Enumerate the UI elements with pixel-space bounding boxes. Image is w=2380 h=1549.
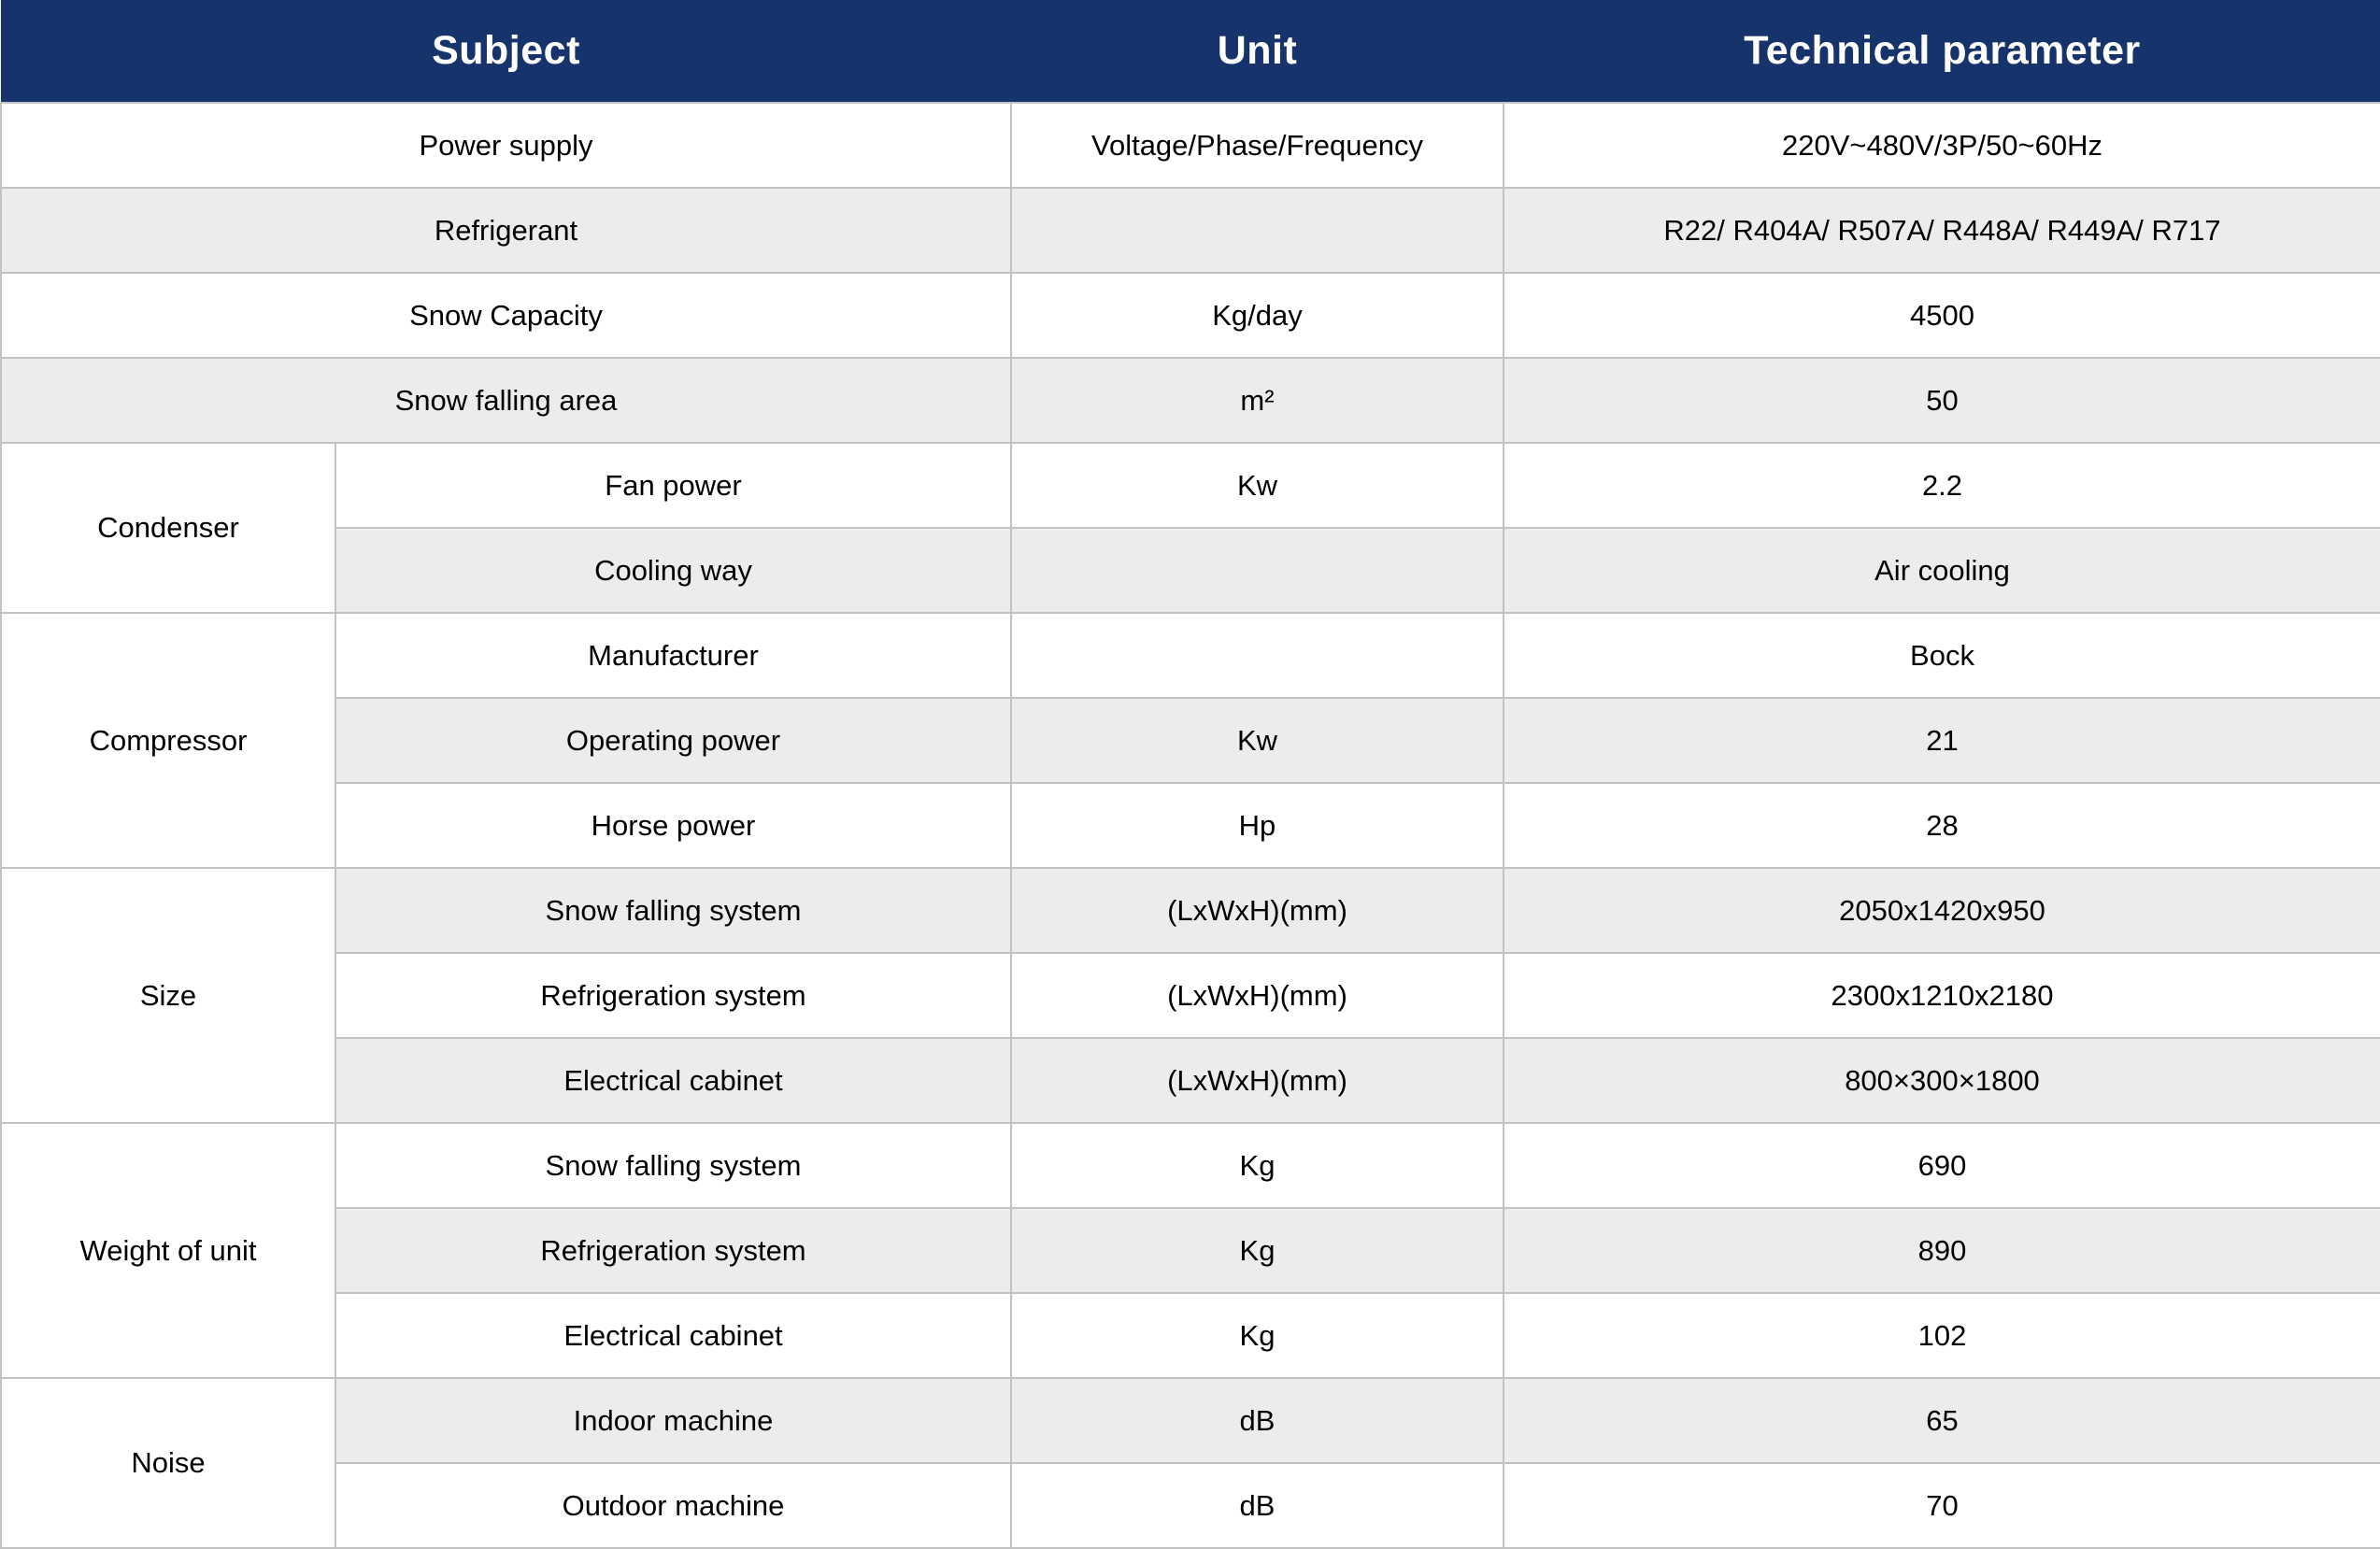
table-row: Horse power Hp 28	[1, 782, 2380, 869]
row-value: 50	[1503, 357, 2380, 444]
table-row: Snow falling area m² 50	[0, 357, 2380, 444]
table-row: Noise Indoor machine dB 65	[0, 1377, 2380, 1549]
row-label: Indoor machine	[335, 1377, 1012, 1464]
group-cell-size: Size	[0, 867, 336, 1124]
header-parameter: Technical parameter	[1504, 0, 2380, 104]
row-label: Electrical cabinet	[335, 1037, 1012, 1124]
row-value: R22/ R404A/ R507A/ R448A/ R449A/ R717	[1503, 187, 2380, 274]
header-subject: Subject	[1, 0, 1011, 104]
row-unit	[1010, 187, 1504, 274]
group-cell-condenser: Condenser	[0, 442, 336, 614]
row-label: Snow falling system	[335, 1122, 1012, 1209]
group-cell-noise: Noise	[0, 1377, 336, 1549]
row-label: Power supply	[0, 102, 1012, 189]
row-value: 220V~480V/3P/50~60Hz	[1503, 102, 2380, 189]
table-row: Refrigerant R22/ R404A/ R507A/ R448A/ R4…	[0, 187, 2380, 274]
row-value: 28	[1503, 782, 2380, 869]
row-label: Horse power	[335, 782, 1012, 869]
row-unit: dB	[1010, 1377, 1504, 1464]
header-unit: Unit	[1011, 0, 1504, 104]
table-row: Operating power Kw 21	[1, 697, 2380, 784]
row-label: Operating power	[335, 697, 1012, 784]
row-label: Electrical cabinet	[335, 1292, 1012, 1379]
row-value: 2.2	[1503, 442, 2380, 529]
row-label: Snow Capacity	[0, 272, 1012, 359]
table-row: Power supply Voltage/Phase/Frequency 220…	[0, 102, 2380, 189]
table-row: Refrigeration system (LxWxH)(mm) 2300x12…	[1, 952, 2380, 1039]
group-cell-weight: Weight of unit	[0, 1122, 336, 1379]
row-unit	[1010, 527, 1504, 614]
row-label: Snow falling area	[0, 357, 1012, 444]
row-unit: (LxWxH)(mm)	[1010, 1037, 1504, 1124]
table-row: Cooling way Air cooling	[1, 527, 2380, 614]
row-unit: Kw	[1010, 442, 1504, 529]
row-unit: (LxWxH)(mm)	[1010, 952, 1504, 1039]
table-row: Electrical cabinet Kg 102	[1, 1292, 2380, 1379]
row-label: Manufacturer	[335, 612, 1012, 699]
row-label: Outdoor machine	[335, 1462, 1012, 1549]
row-value: 70	[1503, 1462, 2380, 1549]
row-unit	[1010, 612, 1504, 699]
row-unit: dB	[1010, 1462, 1504, 1549]
row-value: Bock	[1503, 612, 2380, 699]
table-row: Outdoor machine dB 70	[1, 1462, 2380, 1549]
row-value: 890	[1503, 1207, 2380, 1294]
row-unit: Kg	[1010, 1207, 1504, 1294]
row-unit: Kg	[1010, 1292, 1504, 1379]
row-unit: Voltage/Phase/Frequency	[1010, 102, 1504, 189]
row-unit: m²	[1010, 357, 1504, 444]
row-value: 690	[1503, 1122, 2380, 1209]
row-label: Fan power	[335, 442, 1012, 529]
row-label: Refrigeration system	[335, 952, 1012, 1039]
row-value: 4500	[1503, 272, 2380, 359]
row-unit: Kw	[1010, 697, 1504, 784]
table-row: Condenser Fan power Kw 2.2	[0, 442, 2380, 614]
row-unit: (LxWxH)(mm)	[1010, 867, 1504, 954]
row-label: Refrigerant	[0, 187, 1012, 274]
row-label: Refrigeration system	[335, 1207, 1012, 1294]
row-label: Snow falling system	[335, 867, 1012, 954]
table-row: Size Snow falling system (LxWxH)(mm) 205…	[0, 867, 2380, 1124]
row-value: 65	[1503, 1377, 2380, 1464]
table-header-row: Subject Unit Technical parameter	[1, 0, 2380, 104]
table-row: Refrigeration system Kg 890	[1, 1207, 2380, 1294]
group-cell-compressor: Compressor	[0, 612, 336, 869]
table-row: Snow Capacity Kg/day 4500	[0, 272, 2380, 359]
row-value: 102	[1503, 1292, 2380, 1379]
row-unit: Hp	[1010, 782, 1504, 869]
row-value: 800×300×1800	[1503, 1037, 2380, 1124]
row-label: Cooling way	[335, 527, 1012, 614]
row-value: 2300x1210x2180	[1503, 952, 2380, 1039]
row-value: 21	[1503, 697, 2380, 784]
table-row: Weight of unit Snow falling system Kg 69…	[0, 1122, 2380, 1379]
table-row: Compressor Manufacturer Bock	[0, 612, 2380, 869]
row-unit: Kg	[1010, 1122, 1504, 1209]
table-row: Electrical cabinet (LxWxH)(mm) 800×300×1…	[1, 1037, 2380, 1124]
row-value: Air cooling	[1503, 527, 2380, 614]
row-unit: Kg/day	[1010, 272, 1504, 359]
row-value: 2050x1420x950	[1503, 867, 2380, 954]
